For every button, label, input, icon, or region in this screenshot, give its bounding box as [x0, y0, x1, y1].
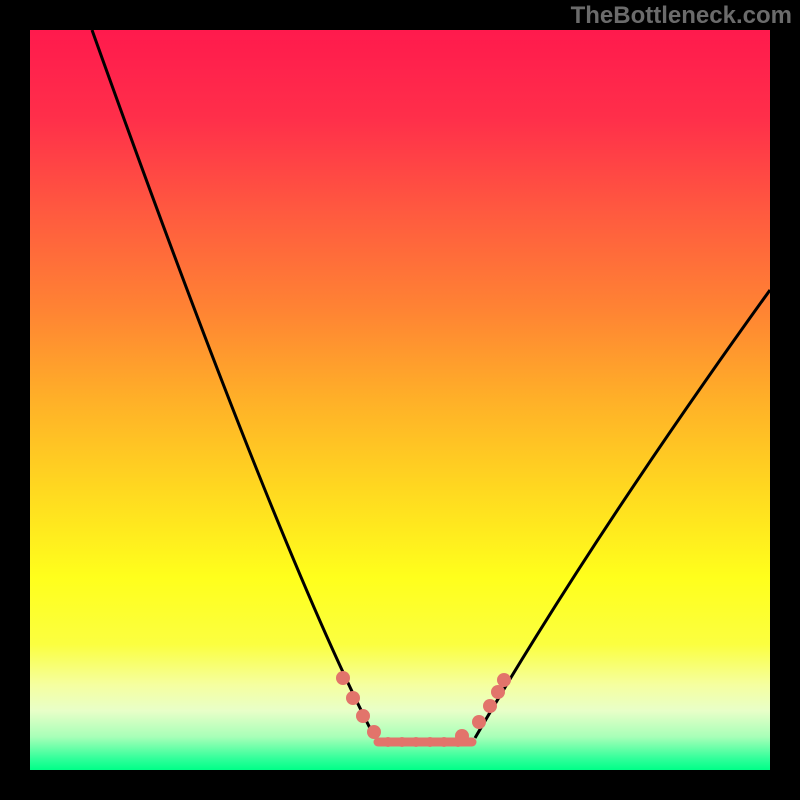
data-marker	[411, 737, 421, 747]
data-marker	[397, 737, 407, 747]
data-marker	[367, 725, 381, 739]
plot-svg	[30, 30, 770, 770]
data-marker	[383, 737, 393, 747]
data-marker	[497, 673, 511, 687]
watermark-text: TheBottleneck.com	[571, 2, 792, 30]
plot-area	[30, 30, 770, 770]
data-marker	[453, 737, 463, 747]
data-marker	[425, 737, 435, 747]
plot-background	[30, 30, 770, 770]
data-marker	[346, 691, 360, 705]
data-marker	[472, 715, 486, 729]
data-marker	[491, 685, 505, 699]
data-marker	[356, 709, 370, 723]
data-marker	[483, 699, 497, 713]
data-marker	[439, 737, 449, 747]
data-marker	[336, 671, 350, 685]
